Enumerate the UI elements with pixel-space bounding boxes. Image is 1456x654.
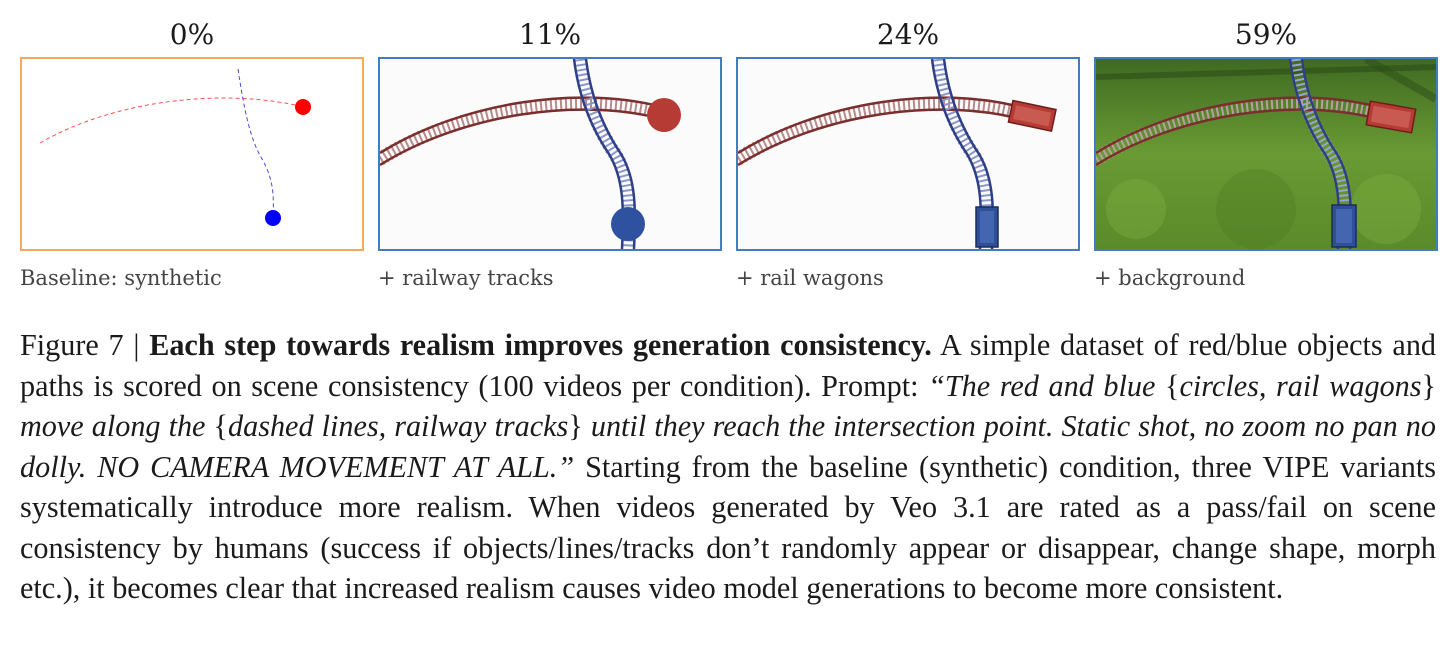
caption-text-2: Starting from the baseline (synthetic) c… (20, 449, 1436, 606)
red-wagon (1365, 100, 1417, 134)
blue-wagon (975, 206, 999, 248)
red-ball (647, 98, 681, 132)
figure-caption: Figure 7 | Each step towards realism imp… (20, 325, 1436, 609)
panel-percent: 24% (876, 18, 940, 51)
prompt-mid: move along the (20, 409, 214, 443)
red-dashed-path (39, 97, 305, 144)
brace-1-open: { (1165, 368, 1180, 403)
blue-dashed-path (237, 68, 274, 218)
panel-percent: 59% (1234, 18, 1298, 51)
figure-label: Figure 7 | (20, 328, 150, 362)
brace-2-close: } (568, 409, 583, 443)
panel-label: Baseline: synthetic (20, 266, 222, 290)
panel-percent: 11% (518, 18, 582, 51)
panel-image-background (1094, 57, 1438, 251)
brace-1-close: } (1421, 368, 1437, 403)
caption-text-1: A simple dataset of red/blue objects and… (20, 328, 1437, 403)
panel-label: + railway tracks (378, 266, 554, 290)
panel-label: + background (1094, 266, 1246, 290)
blue-ball (611, 207, 645, 241)
blue-circle (265, 210, 281, 226)
panel-image-wagons (736, 57, 1080, 251)
prompt-open: “The red and blue (928, 368, 1166, 403)
caption-title: Each step towards realism improves gener… (149, 328, 932, 362)
panel-image-tracks (378, 57, 722, 251)
blue-wagon (1331, 204, 1357, 248)
brace-1-content: circles, rail wagons (1179, 368, 1422, 403)
panel-percent: 0% (169, 18, 215, 51)
red-circle (295, 99, 311, 115)
prompt-end: until they reach the intersection point.… (20, 409, 1436, 484)
panel-label: + rail wagons (736, 266, 884, 290)
red-wagon (1007, 99, 1057, 133)
brace-2-open: { (213, 409, 229, 443)
panel-image-synthetic (20, 57, 364, 251)
brace-2-content: dashed lines, railway tracks (228, 409, 569, 443)
